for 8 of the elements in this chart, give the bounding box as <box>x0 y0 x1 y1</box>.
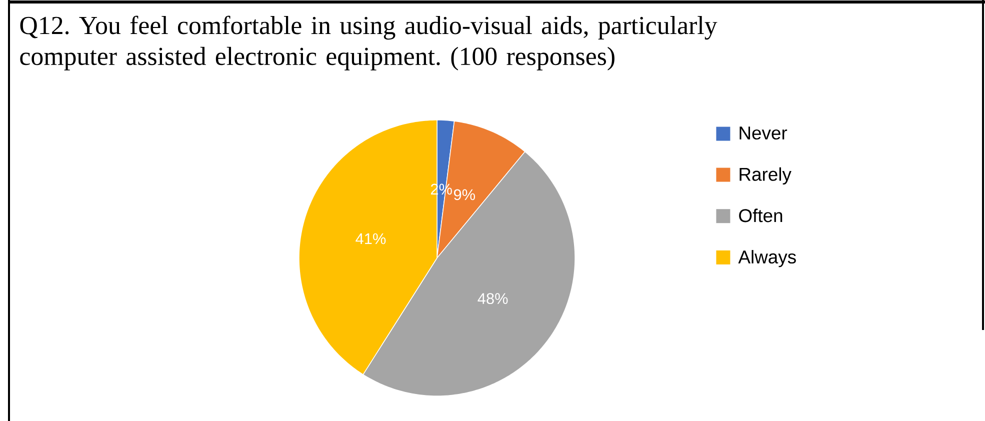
legend-label: Always <box>738 250 796 268</box>
legend-label: Never <box>740 126 788 140</box>
data-label: 48% <box>478 293 508 304</box>
data-label: 41% <box>356 233 386 244</box>
legend-label: Rarely <box>740 167 792 185</box>
data-label: 9% <box>454 189 476 200</box>
legend-label: Often <box>739 208 782 222</box>
chart-title: Q12. You feel comfortable in using audio-visual aids, particularly computer assisted electronic equipment. (100 responses) <box>20 16 718 70</box>
